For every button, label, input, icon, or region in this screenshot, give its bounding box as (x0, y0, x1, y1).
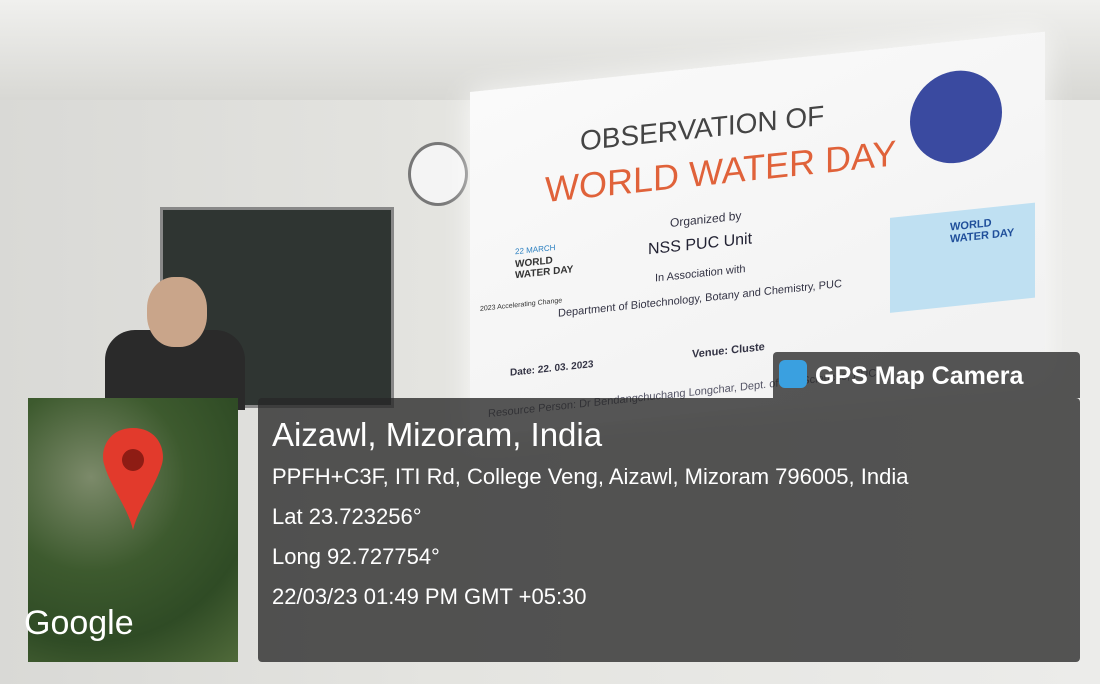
slide-text: Department of Biotechnology, Botany and … (558, 278, 842, 320)
app-icon (779, 360, 807, 388)
place: Aizawl, Mizoram, India (272, 416, 602, 454)
location-panel: Aizawl, Mizoram, India PPFH+C3F, ITI Rd,… (258, 398, 1080, 662)
map-thumbnail: Google (28, 398, 238, 662)
badge-text: 22 MARCH (515, 243, 555, 256)
latitude: Lat 23.723256° (272, 504, 422, 530)
nss-logo (910, 66, 1002, 168)
app-name: GPS Map Camera (815, 362, 1023, 391)
longitude: Long 92.727754° (272, 544, 440, 570)
person-head (147, 277, 207, 347)
app-badge: GPS Map Camera (773, 352, 1080, 398)
slide-text: Organized by (670, 208, 741, 230)
pin (103, 428, 163, 530)
timestamp: 22/03/23 01:49 PM GMT +05:30 (272, 584, 587, 610)
badge-text: 2023 Accelerating Change (480, 297, 562, 313)
slide-text: NSS PUC Unit (648, 230, 752, 259)
photo: OBSERVATION OF WORLD WATER DAY Organized… (0, 0, 1100, 684)
badge-text: WORLD WATER DAY (515, 253, 575, 281)
slide-text: In Association with (655, 263, 746, 285)
slide-text: Venue: Cluste (692, 341, 765, 361)
address: PPFH+C3F, ITI Rd, College Veng, Aizawl, … (272, 464, 908, 490)
map-label: Google (24, 604, 134, 643)
clock (408, 142, 468, 206)
slide-text: Date: 22. 03. 2023 (510, 359, 593, 379)
pin-dot (122, 449, 144, 471)
